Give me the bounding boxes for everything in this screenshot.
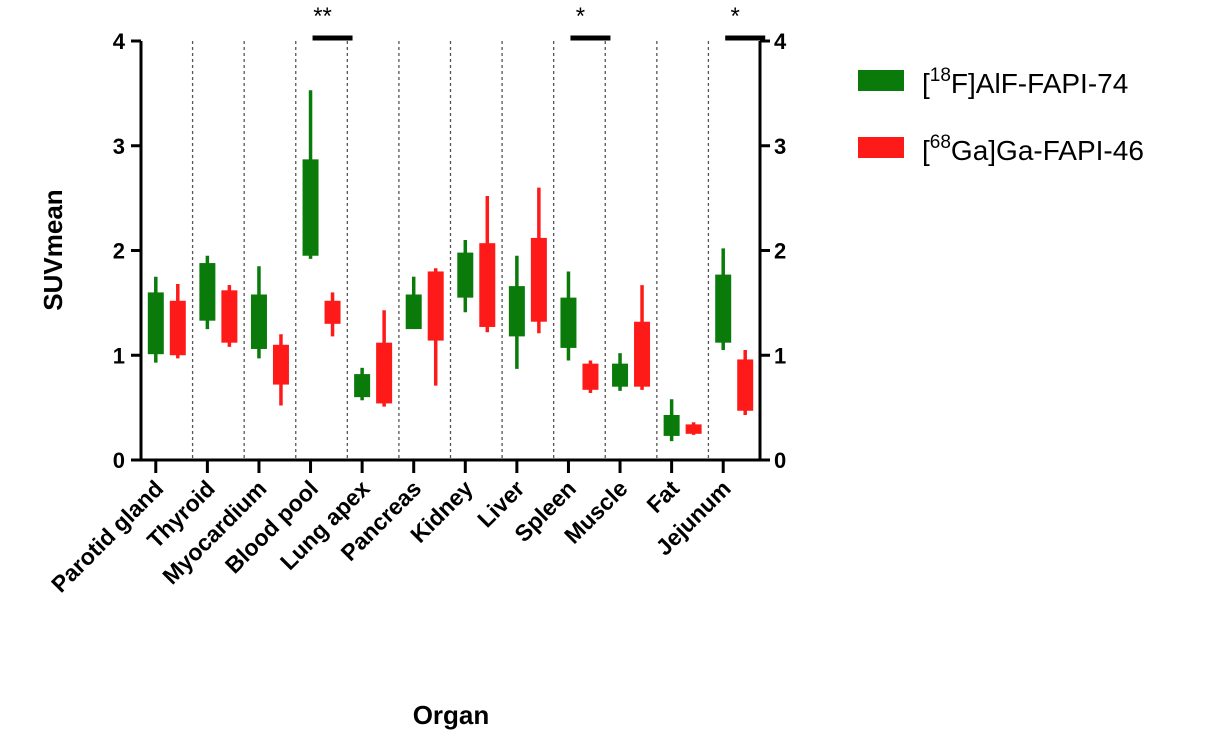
right-y-tick-label: 1 <box>774 343 786 368</box>
significance-label: ** <box>313 3 332 30</box>
box-iqr <box>169 300 186 356</box>
box-iqr <box>612 363 629 387</box>
legend-label-suffix: Ga]Ga-FAPI-46 <box>951 135 1144 166</box>
legend-label-superscript: 18 <box>930 65 951 86</box>
box-iqr <box>634 321 651 387</box>
box-iqr <box>405 294 422 330</box>
left-y-tick-label: 2 <box>113 239 125 264</box>
box-iqr <box>457 252 474 298</box>
category-label: Fat <box>641 475 684 518</box>
box-iqr <box>272 344 289 385</box>
x-axis-title: Organ <box>413 700 490 730</box>
significance-label: * <box>576 3 585 30</box>
left-y-tick-label: 0 <box>113 448 125 473</box>
legend-swatch <box>858 137 904 158</box>
legend-label-superscript: 68 <box>930 132 951 153</box>
box-plots <box>147 90 754 442</box>
box-iqr <box>479 243 496 327</box>
legend-label-prefix: [ <box>922 68 930 99</box>
box-iqr <box>147 292 164 355</box>
legend-label: [68Ga]Ga-FAPI-46 <box>922 132 1144 166</box>
box-iqr <box>560 297 577 348</box>
box-iqr <box>250 294 267 349</box>
box-iqr <box>582 363 599 390</box>
significance-markers: ** * * <box>312 3 766 41</box>
box-iqr <box>427 271 444 341</box>
box-iqr <box>715 274 732 343</box>
box-iqr <box>354 374 371 398</box>
right-y-tick-label: 2 <box>774 239 786 264</box>
left-y-tick-label: 1 <box>113 343 125 368</box>
box-iqr <box>530 237 547 322</box>
legend: [18F]AlF-FAPI-74[68Ga]Ga-FAPI-46 <box>858 65 1144 166</box>
right-y-tick-label: 3 <box>774 134 786 159</box>
significance-label: * <box>731 3 740 30</box>
box-iqr <box>199 263 216 321</box>
box-iqr <box>376 342 393 404</box>
legend-label-suffix: F]AlF-FAPI-74 <box>951 68 1128 99</box>
box-iqr <box>663 414 680 436</box>
box-iqr <box>508 286 525 337</box>
left-y-tick-label: 3 <box>113 134 125 159</box>
legend-label: [18F]AlF-FAPI-74 <box>922 65 1128 99</box>
y-axis-title: SUVmean <box>38 189 68 310</box>
box-iqr <box>324 300 341 324</box>
left-y-tick-label: 4 <box>113 29 126 54</box>
category-separators <box>191 41 710 460</box>
right-y-tick-label: 0 <box>774 448 786 473</box>
box-iqr <box>302 159 319 256</box>
box-iqr <box>685 424 702 434</box>
box-iqr <box>737 359 754 411</box>
box-iqr <box>221 290 238 343</box>
legend-label-prefix: [ <box>922 135 930 166</box>
right-y-tick-label: 4 <box>774 29 787 54</box>
y-ticks: 0 0 1 1 2 2 3 3 4 4 <box>113 29 787 473</box>
legend-swatch <box>858 70 904 91</box>
